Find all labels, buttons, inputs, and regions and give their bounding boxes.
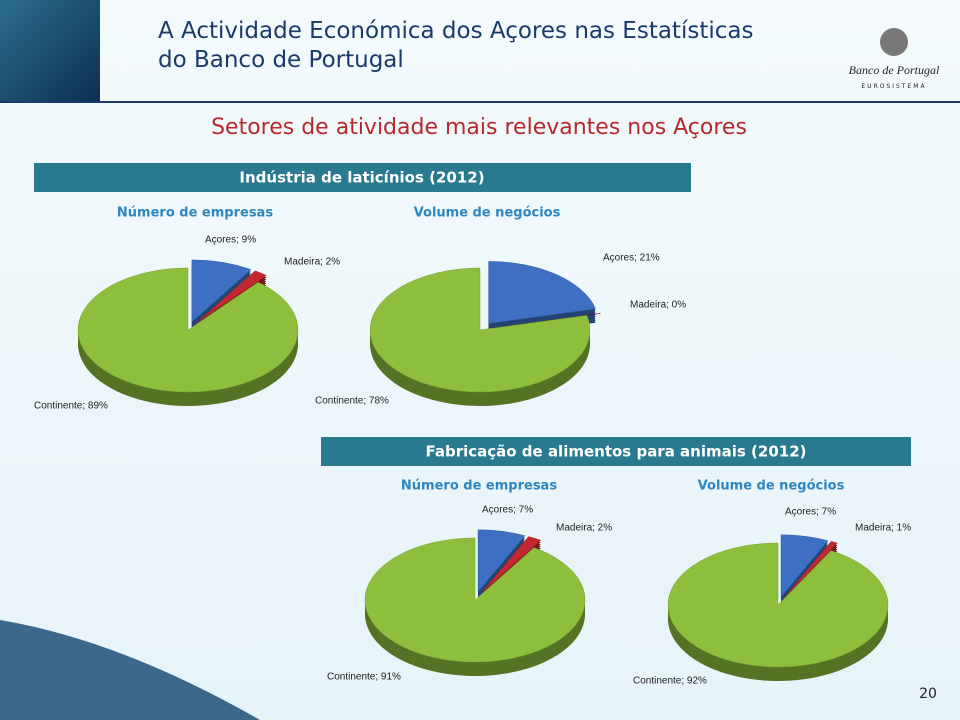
pie-slice — [667, 542, 889, 668]
page-number: 20 — [919, 686, 937, 702]
chart-subtitle: Volume de negócios — [414, 206, 561, 221]
logo-subtext: EUROSISTEMA — [861, 83, 926, 90]
data-label: Açores; 21% — [603, 253, 660, 264]
data-label: Madeira; 2% — [284, 257, 340, 268]
chart-subtitle: Número de empresas — [117, 206, 273, 221]
pie-slice — [481, 536, 542, 593]
data-label: Continente; 92% — [633, 676, 707, 687]
header-image — [0, 0, 100, 102]
header-title: A Actividade Económica dos Açores nas Es… — [158, 18, 753, 44]
data-label: Continente; 89% — [34, 401, 108, 412]
pie-slice — [784, 541, 838, 598]
pie-slice — [488, 261, 596, 324]
data-label: Açores; 7% — [482, 505, 533, 516]
pie-slice — [77, 267, 299, 393]
corner-decoration — [0, 620, 260, 720]
section-banner — [321, 437, 911, 466]
slide-title: Setores de atividade mais relevantes nos… — [211, 115, 747, 140]
logo-emblem — [880, 28, 908, 56]
data-label: Madeira; 2% — [556, 523, 612, 534]
data-label: Madeira; 0% — [630, 300, 686, 311]
pie-slice — [477, 529, 526, 593]
data-label: Continente; 78% — [315, 396, 389, 407]
pie-slice — [780, 534, 829, 598]
section-banner — [34, 163, 691, 192]
section-title: Fabricação de alimentos para animais (20… — [425, 443, 806, 461]
pie-slice — [369, 267, 591, 393]
data-label: Açores; 9% — [205, 235, 256, 246]
header-title: do Banco de Portugal — [158, 47, 404, 73]
pie-slice — [196, 270, 267, 324]
data-label: Açores; 7% — [785, 507, 836, 518]
chart-subtitle: Volume de negócios — [698, 479, 845, 494]
chart-subtitle: Número de empresas — [401, 479, 557, 494]
pie-slice — [191, 259, 252, 323]
section-title: Indústria de laticínios (2012) — [239, 169, 484, 187]
pie-slice — [364, 537, 586, 663]
data-label: Madeira; 1% — [855, 523, 911, 534]
logo-text: Banco de Portugal — [849, 63, 940, 77]
data-label: Continente; 91% — [327, 672, 401, 683]
